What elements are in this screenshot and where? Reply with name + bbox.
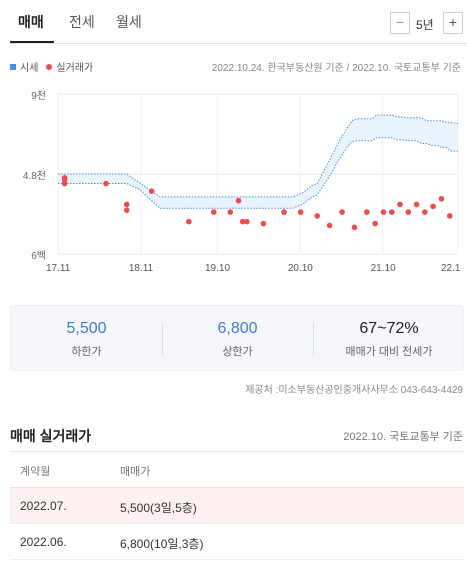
summary-divider xyxy=(162,322,163,356)
x-tick-label: 18.11 xyxy=(128,263,154,274)
jeonse-ratio-value: 67~72% xyxy=(359,320,419,337)
tab-sale[interactable]: 매매 xyxy=(18,14,44,30)
asking-price-band xyxy=(58,115,458,209)
asking-price-legend-label: 시세 xyxy=(20,63,39,74)
summary-ratio: 67~72% 매매가 대비 전세가 xyxy=(313,306,465,372)
actual-trade-point[interactable] xyxy=(422,209,428,215)
lower-price-value: 5,500 xyxy=(66,320,107,337)
actual-trade-point[interactable] xyxy=(430,203,436,210)
table-header: 계약월 매매가 xyxy=(10,451,464,488)
actual-trade-point[interactable] xyxy=(227,209,234,215)
x-tick-label: 21.10 xyxy=(370,263,396,274)
asking-price-upper-line xyxy=(58,114,459,198)
trades-table: 계약월 매매가 2022.07. 5,500(3일,5층) 2022.06. 6… xyxy=(10,451,464,560)
actual-trade-point[interactable] xyxy=(123,201,130,208)
trade-month: 2022.07. xyxy=(20,499,67,513)
actual-trade-point[interactable] xyxy=(297,209,304,215)
summary-divider xyxy=(313,322,314,356)
y-tick-label: 6백 xyxy=(31,251,46,262)
trades-basis-note: 2022.10. 국토교통부 기준 xyxy=(343,431,463,443)
asking-price-lower-line xyxy=(58,137,458,209)
trade-price: 5,500(3일,5층) xyxy=(120,501,197,515)
tab-jeonse[interactable]: 전세 xyxy=(69,14,95,30)
actual-trade-point[interactable] xyxy=(235,197,242,204)
header-contract-month: 계약월 xyxy=(20,466,51,478)
x-tick-label: 19.10 xyxy=(205,263,231,274)
upper-price-value: 6,800 xyxy=(217,320,258,337)
actual-trade-point[interactable] xyxy=(103,180,109,187)
data-provider: 제공처 :미소부동산공인중개사사무소 043-643-4429 xyxy=(245,385,463,396)
actual-trade-point[interactable] xyxy=(123,207,130,213)
period-value: 5년 xyxy=(416,18,434,32)
actual-trade-point[interactable] xyxy=(388,209,395,215)
actual-trade-point[interactable] xyxy=(380,209,387,215)
lower-price-label: 하한가 xyxy=(71,346,102,358)
price-chart xyxy=(57,93,459,255)
actual-trade-point[interactable] xyxy=(281,209,287,215)
y-tick-label: 9천 xyxy=(31,91,46,102)
deal-type-tabs: 매매 전세 월세 − 5년 + xyxy=(0,0,467,44)
tab-monthly-rent[interactable]: 월세 xyxy=(116,14,142,30)
header-sale-price: 매매가 xyxy=(120,466,151,478)
actual-trade-point[interactable] xyxy=(326,222,333,229)
actual-trade-point[interactable] xyxy=(186,218,192,225)
actual-trade-point[interactable] xyxy=(372,220,378,227)
actual-trade-point[interactable] xyxy=(61,180,68,187)
x-tick-label: 22.1 xyxy=(441,263,461,274)
y-tick-label: 4.8천 xyxy=(22,171,46,182)
actual-trade-point[interactable] xyxy=(351,224,358,231)
actual-trade-point[interactable] xyxy=(244,218,250,225)
price-summary: 5,500 하한가 6,800 상한가 67~72% 매매가 대비 전세가 xyxy=(10,305,464,371)
chart-legend: 시세 실거래가 xyxy=(10,59,93,74)
upper-price-label: 상한가 xyxy=(222,346,253,358)
actual-trade-point[interactable] xyxy=(438,195,445,202)
actual-trade-point[interactable] xyxy=(260,220,267,227)
actual-price-legend-marker xyxy=(46,63,53,70)
actual-price-legend-label: 실거래가 xyxy=(56,63,94,74)
actual-trade-point[interactable] xyxy=(148,188,155,194)
actual-trade-point[interactable] xyxy=(413,201,420,208)
data-basis-note: 2022.10.24. 한국부동산원 기준 / 2022.10. 국토교통부 기… xyxy=(211,63,461,74)
table-row[interactable]: 2022.07. 5,500(3일,5층) xyxy=(10,488,464,524)
period-minus-button[interactable]: − xyxy=(390,12,410,34)
asking-price-legend-marker xyxy=(10,63,16,70)
trade-price: 6,800(10일,3층) xyxy=(120,537,204,551)
actual-trade-point[interactable] xyxy=(397,201,403,208)
jeonse-ratio-label: 매매가 대비 전세가 xyxy=(345,346,433,358)
actual-trade-point[interactable] xyxy=(364,209,370,215)
summary-lower: 5,500 하한가 xyxy=(11,306,162,372)
x-tick-label: 20.10 xyxy=(287,263,313,274)
trade-month: 2022.06. xyxy=(20,535,67,549)
tabs-divider xyxy=(10,43,467,44)
actual-trade-point[interactable] xyxy=(405,209,412,215)
active-tab-indicator xyxy=(10,41,54,43)
actual-trade-point[interactable] xyxy=(210,209,217,215)
period-plus-button[interactable]: + xyxy=(443,12,463,34)
actual-trade-point[interactable] xyxy=(314,213,321,219)
trades-section-title: 매매 실거래가 xyxy=(10,428,92,444)
actual-trade-point[interactable] xyxy=(446,213,453,219)
table-row[interactable]: 2022.06. 6,800(10일,3층) xyxy=(10,524,464,560)
actual-trade-point[interactable] xyxy=(239,218,246,225)
actual-trade-point[interactable] xyxy=(339,209,345,215)
summary-upper: 6,800 상한가 xyxy=(162,306,313,372)
x-tick-label: 17.11 xyxy=(46,263,71,274)
